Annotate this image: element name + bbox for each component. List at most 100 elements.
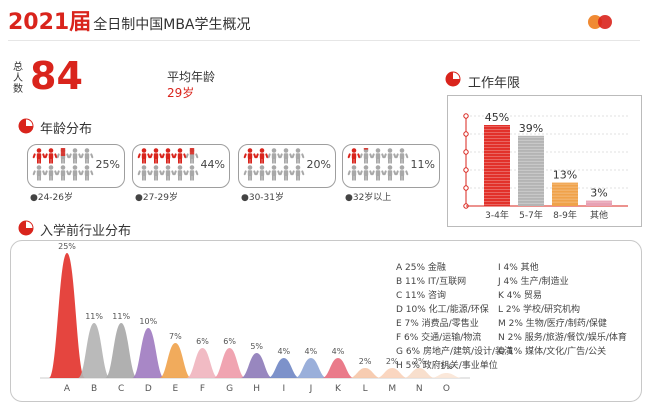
industry-value-label: 6% xyxy=(223,337,236,346)
industry-value-label: 11% xyxy=(112,312,130,321)
axis-dot xyxy=(463,185,469,191)
legend-item: G 6% 房地产/建筑/设计/装潢 xyxy=(396,347,514,357)
avg-age-label: 平均年龄 xyxy=(167,70,216,84)
bar-value-label: 45% xyxy=(485,111,509,124)
axis-dot xyxy=(463,167,469,173)
industry-value-label: 25% xyxy=(58,243,76,251)
industry-peak xyxy=(267,358,300,378)
industry-value-label: 1% xyxy=(440,362,453,371)
person-icon xyxy=(347,165,361,181)
person-icon xyxy=(243,165,257,181)
person-icon xyxy=(347,148,361,164)
industry-peak xyxy=(322,358,354,378)
age-label: ●30-31岁 xyxy=(241,193,285,203)
person-icon xyxy=(32,148,46,164)
industry-category-label: J xyxy=(309,384,313,394)
person-icon xyxy=(383,148,397,164)
person-icon xyxy=(149,148,163,164)
industry-peak xyxy=(78,323,111,378)
person-icon xyxy=(80,148,94,164)
legend-item: J 4% 生产/制造业 xyxy=(498,277,569,287)
industry-peak xyxy=(213,348,246,378)
person-icon xyxy=(291,165,305,181)
industry-peak xyxy=(186,348,219,378)
industry-peak xyxy=(132,328,165,378)
work-pie-chart-icon xyxy=(445,71,461,87)
industry-value-label: 2% xyxy=(386,357,399,366)
industry-peak xyxy=(159,343,192,378)
legend-item: K 4% 贸易 xyxy=(498,291,542,301)
total-label: 总人数 xyxy=(13,62,23,95)
page-title: 2021届 全日制中国MBA学生概况 xyxy=(8,4,251,36)
avg-age-value: 29岁 xyxy=(167,86,195,100)
person-icon xyxy=(279,165,293,181)
overlapping-circles-logo-icon xyxy=(588,15,612,29)
industry-category-label: K xyxy=(335,384,342,394)
people-icons xyxy=(32,148,94,181)
age-label: ●24-26岁 xyxy=(30,193,74,203)
industry-value-label: 7% xyxy=(169,332,182,341)
industry-value-label: 4% xyxy=(277,347,290,356)
industry-category-label: D xyxy=(145,384,152,394)
person-icon xyxy=(161,165,175,181)
age-percent: 20% xyxy=(306,158,331,171)
industry-value-label: 10% xyxy=(139,317,157,326)
industry-category-label: I xyxy=(282,384,285,394)
industry-category-label: E xyxy=(173,384,179,394)
bar xyxy=(518,135,544,206)
age-percent: 11% xyxy=(410,158,435,171)
title-label: 全日制中国MBA学生概况 xyxy=(93,17,251,33)
bar xyxy=(484,125,510,206)
bar-category-label: 其他 xyxy=(590,209,608,221)
legend-item: H 5% 政府机关/事业单位 xyxy=(396,361,498,371)
legend-item: I 4% 其他 xyxy=(498,263,539,273)
people-icons xyxy=(347,148,409,181)
person-icon xyxy=(255,148,269,164)
industry-value-label: 5% xyxy=(250,342,263,351)
people-icons xyxy=(137,148,199,181)
bar-category-label: 5-7年 xyxy=(519,209,543,221)
person-icon xyxy=(359,165,373,181)
legend-item: F 6% 交通/运输/物流 xyxy=(396,333,482,343)
bar-value-label: 39% xyxy=(519,122,543,135)
bar xyxy=(586,200,612,206)
legend-item: C 11% 咨询 xyxy=(396,291,447,301)
axis-dot xyxy=(463,149,469,155)
industry-peak xyxy=(349,368,382,378)
industry-peak xyxy=(240,353,273,378)
work-years-chart: 45% 3-4年 39% 5-7年 13% 8-9年 3% 其他 xyxy=(463,111,628,221)
person-icon xyxy=(255,165,269,181)
person-icon xyxy=(359,148,373,164)
person-icon xyxy=(371,148,385,164)
industry-category-label: M xyxy=(388,384,396,394)
person-icon xyxy=(56,148,70,164)
person-icon xyxy=(185,148,199,164)
industry-category-label: F xyxy=(200,384,205,394)
age-box-32-plus: 11% xyxy=(342,144,440,188)
legend-item: L 2% 学校/研究机构 xyxy=(498,305,581,315)
age-percent: 25% xyxy=(95,158,120,171)
industry-value-label: 2% xyxy=(413,357,426,366)
industry-peak xyxy=(49,253,85,378)
bar-category-label: 3-4年 xyxy=(485,209,509,221)
work-years-panel: 45% 3-4年 39% 5-7年 13% 8-9年 3% 其他 xyxy=(447,95,642,227)
person-icon xyxy=(267,148,281,164)
person-icon xyxy=(291,148,305,164)
age-box-27-29: 44% xyxy=(132,144,230,188)
industry-category-label: B xyxy=(91,384,97,394)
header-divider xyxy=(8,40,640,41)
legend-item: D 10% 化工/能源/环保 xyxy=(396,305,489,315)
legend-item: B 11% IT/互联网 xyxy=(396,277,467,287)
person-icon xyxy=(173,148,187,164)
person-icon xyxy=(149,165,163,181)
person-icon xyxy=(68,148,82,164)
person-icon xyxy=(395,148,409,164)
industry-value-label: 4% xyxy=(332,347,345,356)
person-icon xyxy=(44,148,58,164)
industry-value-label: 6% xyxy=(196,337,209,346)
person-icon xyxy=(173,165,187,181)
bar xyxy=(552,182,578,206)
industry-peak xyxy=(430,373,463,378)
person-icon xyxy=(371,165,385,181)
age-pie-chart-icon xyxy=(18,118,34,134)
